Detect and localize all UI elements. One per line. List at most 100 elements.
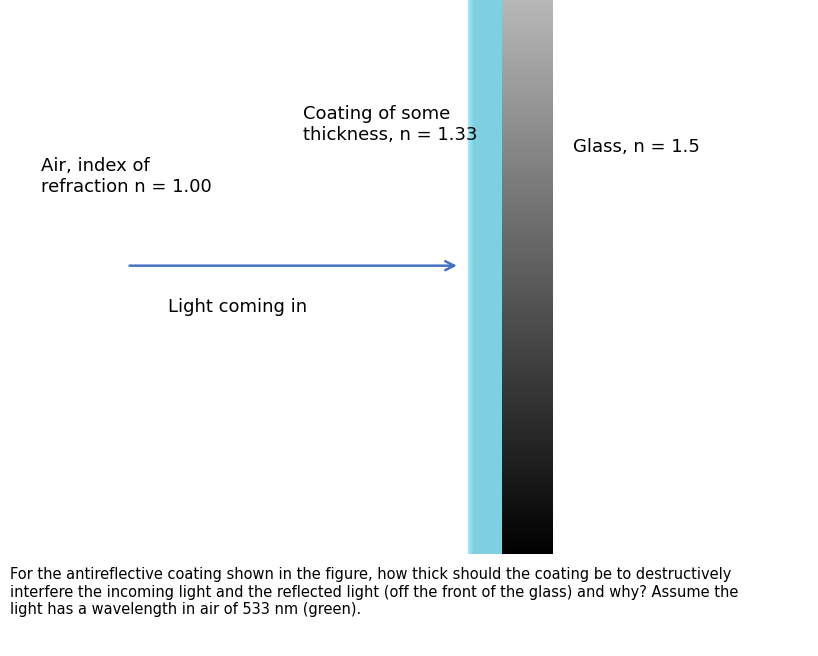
Bar: [502, 389, 553, 391]
Bar: [502, 62, 553, 64]
Bar: [502, 257, 553, 259]
Bar: [502, 226, 553, 229]
Bar: [502, 364, 553, 366]
Bar: [502, 200, 553, 202]
Bar: [502, 106, 553, 108]
Bar: [502, 350, 553, 352]
Bar: [502, 401, 553, 403]
Bar: [502, 333, 553, 335]
Bar: [502, 245, 553, 247]
Bar: [502, 56, 553, 58]
Bar: [502, 205, 553, 207]
Bar: [502, 55, 553, 57]
Bar: [502, 426, 553, 428]
Bar: [502, 178, 553, 180]
Bar: [502, 434, 553, 436]
Bar: [502, 459, 553, 461]
Bar: [502, 281, 553, 283]
Bar: [502, 180, 553, 182]
Bar: [502, 462, 553, 464]
Bar: [502, 318, 553, 320]
Bar: [502, 37, 553, 39]
Bar: [502, 543, 553, 544]
Bar: [502, 279, 553, 281]
Bar: [502, 367, 553, 369]
Bar: [502, 270, 553, 272]
Bar: [502, 38, 553, 40]
Bar: [502, 191, 553, 193]
Bar: [502, 487, 553, 489]
Bar: [502, 404, 553, 406]
Bar: [502, 49, 553, 51]
Bar: [502, 429, 553, 431]
Bar: [502, 522, 553, 524]
Bar: [502, 89, 553, 91]
Bar: [502, 286, 553, 288]
Bar: [502, 296, 553, 298]
Bar: [502, 476, 553, 478]
Bar: [502, 99, 553, 101]
Bar: [502, 289, 553, 291]
Bar: [502, 232, 553, 234]
Bar: [502, 30, 553, 32]
Bar: [502, 66, 553, 68]
Bar: [502, 400, 553, 402]
Bar: [502, 423, 553, 426]
Bar: [502, 119, 553, 121]
Bar: [502, 96, 553, 98]
Bar: [502, 430, 553, 432]
Text: Coating of some
thickness, n = 1.33: Coating of some thickness, n = 1.33: [303, 105, 477, 144]
Bar: [502, 379, 553, 381]
Text: Glass, n = 1.5: Glass, n = 1.5: [573, 138, 699, 155]
Bar: [502, 196, 553, 198]
Bar: [502, 455, 553, 457]
Bar: [502, 261, 553, 263]
Bar: [502, 527, 553, 529]
Bar: [502, 133, 553, 134]
Bar: [502, 516, 553, 518]
Bar: [502, 308, 553, 310]
Bar: [502, 473, 553, 476]
Bar: [502, 91, 553, 93]
Bar: [502, 368, 553, 370]
Bar: [502, 72, 553, 73]
Bar: [502, 339, 553, 341]
Bar: [502, 109, 553, 111]
Bar: [502, 264, 553, 266]
Bar: [502, 235, 553, 237]
Bar: [502, 26, 553, 28]
Bar: [502, 361, 553, 363]
Bar: [502, 14, 553, 16]
Bar: [502, 78, 553, 81]
Bar: [502, 206, 553, 208]
Bar: [502, 335, 553, 337]
Bar: [502, 250, 553, 252]
Bar: [502, 417, 553, 419]
Bar: [502, 397, 553, 399]
Bar: [502, 407, 553, 409]
Bar: [502, 533, 553, 535]
Bar: [502, 551, 553, 553]
Bar: [502, 209, 553, 211]
Bar: [502, 125, 553, 127]
Bar: [502, 348, 553, 350]
Bar: [502, 33, 553, 35]
Bar: [502, 222, 553, 224]
Bar: [502, 145, 553, 147]
Bar: [502, 256, 553, 258]
Bar: [502, 539, 553, 541]
Bar: [502, 377, 553, 379]
Bar: [502, 156, 553, 158]
Bar: [502, 418, 553, 420]
Bar: [502, 45, 553, 47]
Bar: [502, 508, 553, 510]
Bar: [502, 112, 553, 113]
Bar: [502, 184, 553, 186]
Bar: [502, 242, 553, 244]
Bar: [502, 415, 553, 417]
Bar: [502, 169, 553, 171]
Bar: [502, 454, 553, 456]
Bar: [502, 138, 553, 140]
Bar: [502, 514, 553, 516]
Bar: [502, 230, 553, 232]
